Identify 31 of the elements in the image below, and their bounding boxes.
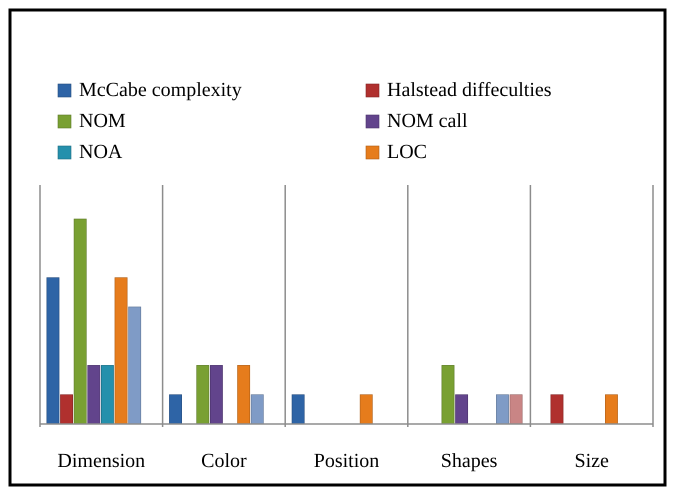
x-tick-label: Position bbox=[314, 450, 380, 472]
legend-label: NOA bbox=[79, 141, 123, 163]
x-tick-label: Color bbox=[201, 450, 248, 472]
bar bbox=[169, 394, 182, 424]
bar bbox=[237, 365, 250, 424]
x-tick-label: Dimension bbox=[57, 450, 146, 472]
bar bbox=[74, 218, 87, 424]
legend-label: NOM bbox=[79, 110, 126, 132]
legend-label: NOM call bbox=[387, 110, 468, 132]
bar bbox=[250, 394, 264, 424]
legend-label: LOC bbox=[387, 141, 427, 163]
bar bbox=[114, 277, 128, 424]
bar bbox=[128, 306, 142, 424]
bar bbox=[196, 365, 210, 424]
x-tick-label: Size bbox=[574, 450, 610, 472]
bar bbox=[46, 277, 60, 424]
bar bbox=[87, 365, 100, 424]
bar bbox=[292, 394, 305, 424]
bar bbox=[496, 394, 509, 424]
bar bbox=[550, 394, 564, 424]
bar bbox=[360, 394, 373, 424]
bar bbox=[210, 365, 223, 424]
bar bbox=[605, 394, 618, 424]
x-tick-label: Shapes bbox=[440, 450, 498, 472]
bar bbox=[510, 394, 523, 424]
legend-label: McCabe complexity bbox=[79, 79, 242, 101]
bar bbox=[442, 365, 454, 424]
bar bbox=[455, 394, 468, 424]
bar bbox=[60, 394, 73, 424]
bar bbox=[101, 365, 114, 424]
legend-label: Halstead diffeculties bbox=[387, 79, 552, 101]
